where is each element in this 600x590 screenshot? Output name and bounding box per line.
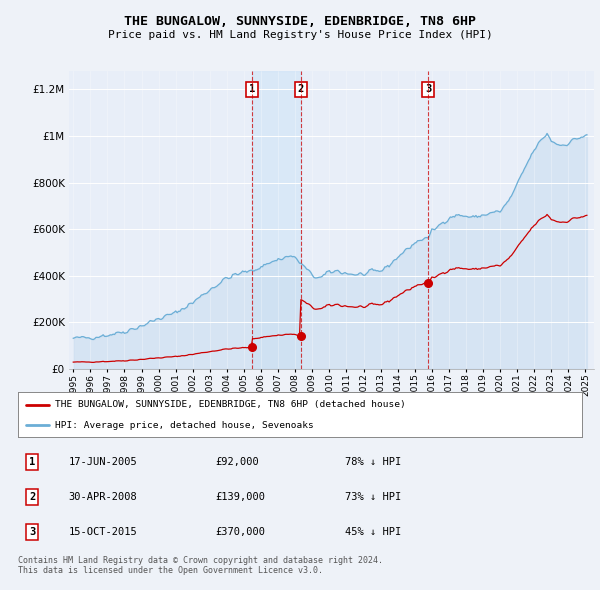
Text: 2: 2: [29, 492, 35, 502]
Text: 17-JUN-2005: 17-JUN-2005: [69, 457, 137, 467]
Text: THE BUNGALOW, SUNNYSIDE, EDENBRIDGE, TN8 6HP (detached house): THE BUNGALOW, SUNNYSIDE, EDENBRIDGE, TN8…: [55, 400, 406, 409]
Text: £92,000: £92,000: [215, 457, 259, 467]
Text: 1: 1: [29, 457, 35, 467]
Text: Contains HM Land Registry data © Crown copyright and database right 2024.
This d: Contains HM Land Registry data © Crown c…: [18, 556, 383, 575]
Text: 78% ↓ HPI: 78% ↓ HPI: [345, 457, 401, 467]
Text: HPI: Average price, detached house, Sevenoaks: HPI: Average price, detached house, Seve…: [55, 421, 313, 430]
Text: 2: 2: [298, 84, 304, 94]
Text: Price paid vs. HM Land Registry's House Price Index (HPI): Price paid vs. HM Land Registry's House …: [107, 30, 493, 40]
Text: 15-OCT-2015: 15-OCT-2015: [69, 527, 137, 537]
Text: £139,000: £139,000: [215, 492, 265, 502]
Bar: [252, 71, 301, 369]
Text: 1: 1: [249, 84, 255, 94]
Text: 30-APR-2008: 30-APR-2008: [69, 492, 137, 502]
Text: 3: 3: [29, 527, 35, 537]
Text: 73% ↓ HPI: 73% ↓ HPI: [345, 492, 401, 502]
Text: 3: 3: [425, 84, 431, 94]
Text: £370,000: £370,000: [215, 527, 265, 537]
Text: THE BUNGALOW, SUNNYSIDE, EDENBRIDGE, TN8 6HP: THE BUNGALOW, SUNNYSIDE, EDENBRIDGE, TN8…: [124, 15, 476, 28]
Text: 45% ↓ HPI: 45% ↓ HPI: [345, 527, 401, 537]
